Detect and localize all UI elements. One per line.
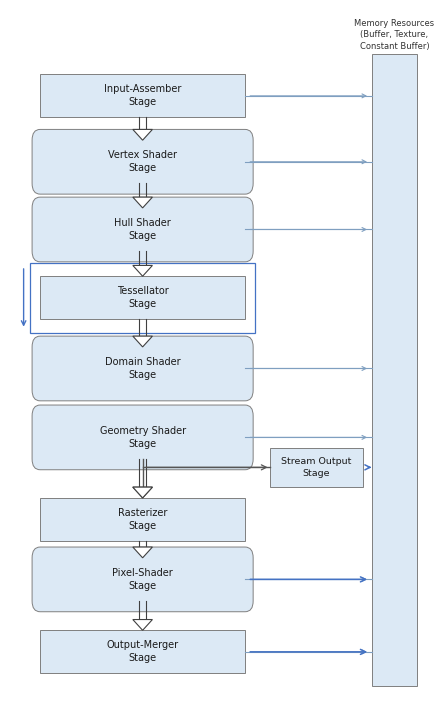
- Text: Input-Assember
Stage: Input-Assember Stage: [104, 84, 182, 107]
- FancyBboxPatch shape: [40, 74, 245, 118]
- FancyBboxPatch shape: [32, 547, 253, 612]
- FancyBboxPatch shape: [40, 276, 245, 319]
- FancyBboxPatch shape: [372, 54, 417, 686]
- Text: Memory Resources
(Buffer, Texture,
Constant Buffer): Memory Resources (Buffer, Texture, Const…: [355, 19, 434, 51]
- FancyBboxPatch shape: [32, 405, 253, 470]
- FancyBboxPatch shape: [40, 498, 245, 541]
- Text: Pixel-Shader
Stage: Pixel-Shader Stage: [112, 568, 173, 591]
- FancyBboxPatch shape: [270, 448, 363, 487]
- Polygon shape: [133, 265, 153, 276]
- FancyBboxPatch shape: [40, 630, 245, 674]
- Polygon shape: [133, 197, 153, 208]
- Polygon shape: [133, 336, 153, 347]
- Polygon shape: [133, 487, 153, 498]
- Polygon shape: [133, 487, 153, 498]
- Text: Stream Output
Stage: Stream Output Stage: [281, 457, 351, 478]
- Text: Vertex Shader
Stage: Vertex Shader Stage: [108, 150, 177, 173]
- Text: Output-Merger
Stage: Output-Merger Stage: [107, 640, 179, 663]
- Polygon shape: [133, 547, 153, 558]
- Text: Domain Shader
Stage: Domain Shader Stage: [105, 357, 181, 380]
- Text: Rasterizer
Stage: Rasterizer Stage: [118, 508, 167, 531]
- FancyBboxPatch shape: [32, 197, 253, 262]
- Polygon shape: [133, 620, 153, 630]
- FancyBboxPatch shape: [32, 130, 253, 194]
- FancyBboxPatch shape: [32, 336, 253, 401]
- Text: Hull Shader
Stage: Hull Shader Stage: [114, 218, 171, 241]
- Text: Tessellator
Stage: Tessellator Stage: [117, 287, 169, 309]
- Text: Geometry Shader
Stage: Geometry Shader Stage: [99, 426, 186, 448]
- Polygon shape: [133, 130, 153, 140]
